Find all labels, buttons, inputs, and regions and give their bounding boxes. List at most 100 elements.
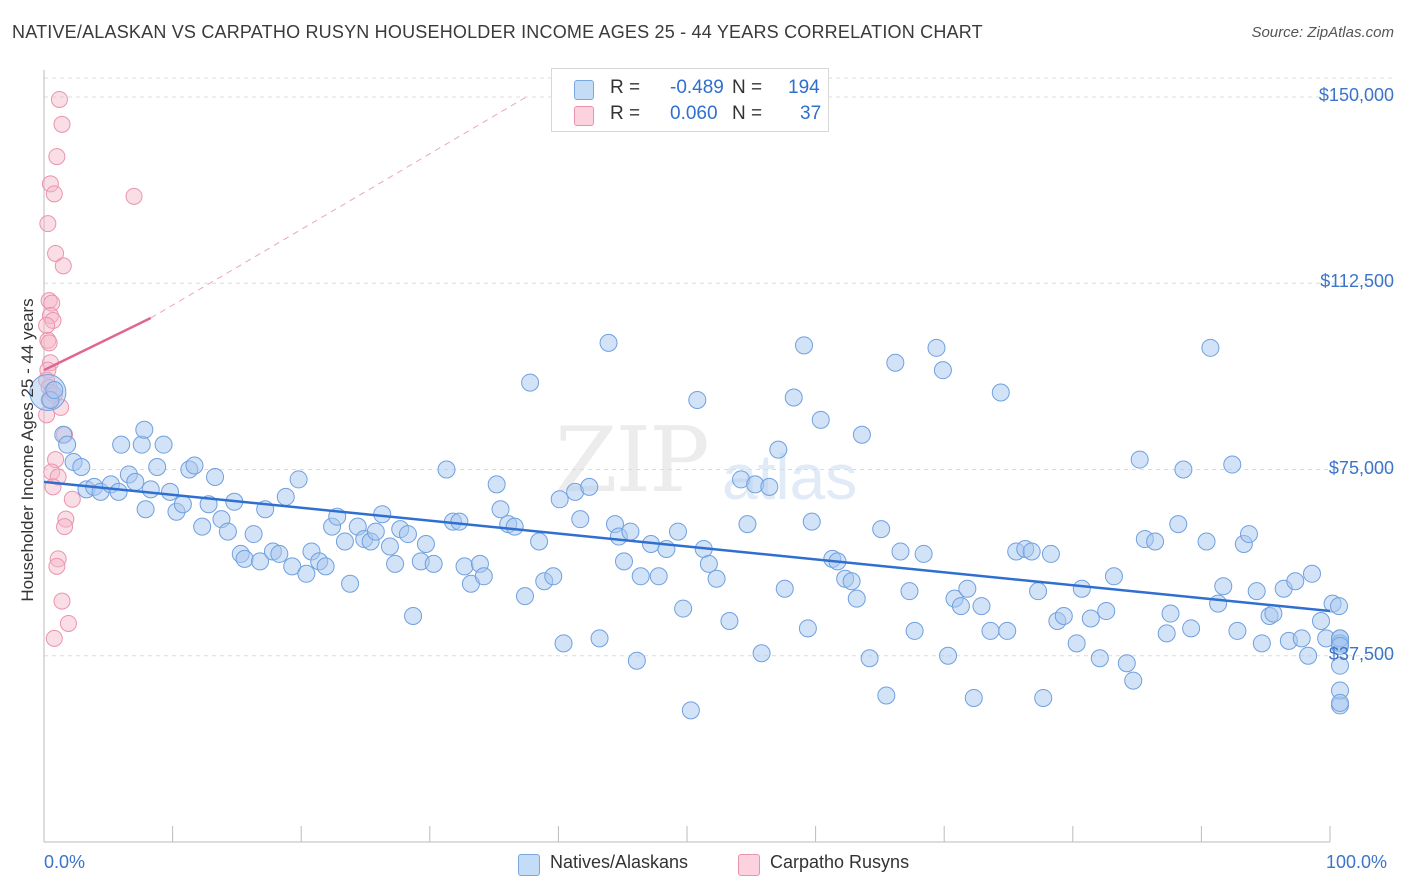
data-point-natives-alaskans bbox=[699, 554, 718, 573]
data-point-natives-alaskans bbox=[738, 515, 757, 534]
data-point-natives-alaskans bbox=[132, 435, 151, 454]
data-point-natives-alaskans bbox=[798, 619, 817, 638]
data-point-natives-alaskans bbox=[1247, 582, 1266, 601]
data-point-natives-alaskans bbox=[1104, 567, 1123, 586]
data-point-carpatho-rusyns bbox=[48, 148, 66, 166]
data-point-carpatho-rusyns bbox=[41, 307, 59, 325]
y-tick-label: $75,000 bbox=[1328, 457, 1394, 478]
y-tick-label: $150,000 bbox=[1318, 85, 1394, 105]
data-point-natives-alaskans bbox=[521, 373, 540, 392]
data-point-natives-alaskans bbox=[1034, 688, 1053, 707]
data-point-natives-alaskans bbox=[1157, 624, 1176, 643]
data-point-natives-alaskans bbox=[136, 500, 155, 519]
data-point-natives-alaskans bbox=[1067, 634, 1086, 653]
data-point-natives-alaskans bbox=[1090, 649, 1109, 668]
data-point-natives-alaskans bbox=[141, 480, 160, 499]
data-point-natives-alaskans bbox=[590, 629, 609, 648]
data-point-natives-alaskans bbox=[1302, 564, 1321, 583]
data-point-carpatho-rusyns bbox=[125, 187, 143, 205]
data-point-natives-alaskans bbox=[193, 517, 212, 536]
data-point-natives-alaskans bbox=[1117, 654, 1136, 673]
data-point-carpatho-rusyns bbox=[48, 557, 66, 575]
data-point-natives-alaskans bbox=[218, 522, 237, 541]
data-point-natives-alaskans bbox=[45, 381, 64, 400]
data-point-natives-alaskans bbox=[760, 477, 779, 496]
data-point-natives-alaskans bbox=[1197, 532, 1216, 551]
data-point-carpatho-rusyns bbox=[43, 294, 61, 312]
source-label: Source: ZipAtlas.com bbox=[1251, 24, 1394, 41]
x-tick-label-min: 0.0% bbox=[44, 852, 86, 872]
data-point-natives-alaskans bbox=[380, 537, 399, 556]
trend-line-natives-alaskans bbox=[43, 480, 1331, 613]
data-point-natives-alaskans bbox=[933, 361, 952, 380]
data-point-natives-alaskans bbox=[161, 482, 180, 501]
series-natives-alaskans bbox=[29, 333, 1349, 720]
data-point-natives-alaskans bbox=[1081, 609, 1100, 628]
data-point-natives-alaskans bbox=[1072, 579, 1091, 598]
stats-n-value: 194 bbox=[788, 77, 820, 98]
data-point-natives-alaskans bbox=[72, 458, 91, 477]
data-point-natives-alaskans bbox=[1228, 621, 1247, 640]
data-point-natives-alaskans bbox=[752, 644, 771, 663]
data-point-natives-alaskans bbox=[877, 686, 896, 705]
data-point-natives-alaskans bbox=[1214, 577, 1233, 596]
data-point-natives-alaskans bbox=[251, 552, 270, 571]
data-point-natives-alaskans bbox=[173, 495, 192, 514]
y-tick-label: $112,500 bbox=[1320, 271, 1394, 292]
data-point-natives-alaskans bbox=[1097, 602, 1116, 621]
data-point-natives-alaskans bbox=[769, 440, 788, 459]
legend-label-rusyns: Carpatho Rusyns bbox=[770, 852, 910, 872]
data-point-natives-alaskans bbox=[544, 567, 563, 586]
data-point-natives-alaskans bbox=[905, 621, 924, 640]
data-point-natives-alaskans bbox=[1331, 693, 1349, 712]
data-point-natives-alaskans bbox=[487, 475, 506, 494]
data-point-natives-alaskans bbox=[1286, 572, 1305, 591]
data-point-natives-alaskans bbox=[795, 336, 814, 355]
data-point-natives-alaskans bbox=[852, 425, 871, 444]
data-point-natives-alaskans bbox=[416, 535, 435, 553]
data-point-natives-alaskans bbox=[1130, 450, 1149, 469]
stats-n-value: 37 bbox=[800, 103, 822, 124]
data-point-natives-alaskans bbox=[455, 557, 474, 576]
data-point-carpatho-rusyns bbox=[45, 185, 63, 203]
data-point-natives-alaskans bbox=[126, 472, 145, 491]
data-point-natives-alaskans bbox=[270, 544, 289, 563]
data-point-natives-alaskans bbox=[1209, 594, 1228, 613]
chart-title: NATIVE/ALASKAN VS CARPATHO RUSYN HOUSEHO… bbox=[12, 22, 983, 42]
data-point-natives-alaskans bbox=[872, 520, 891, 539]
data-point-natives-alaskans bbox=[316, 557, 335, 576]
data-point-natives-alaskans bbox=[668, 522, 687, 541]
data-point-natives-alaskans bbox=[1239, 525, 1258, 544]
data-point-natives-alaskans bbox=[554, 634, 573, 653]
data-point-natives-alaskans bbox=[1264, 604, 1283, 623]
legend-swatch-natives bbox=[518, 854, 540, 876]
data-point-natives-alaskans bbox=[614, 552, 633, 571]
trend-lines bbox=[43, 96, 1331, 613]
data-point-natives-alaskans bbox=[550, 490, 569, 509]
data-point-natives-alaskans bbox=[631, 567, 650, 586]
data-point-carpatho-rusyns bbox=[39, 215, 57, 233]
data-point-natives-alaskans bbox=[842, 572, 861, 591]
stats-n-label: N = bbox=[732, 77, 763, 98]
data-point-natives-alaskans bbox=[998, 621, 1017, 640]
data-point-natives-alaskans bbox=[1331, 636, 1349, 655]
data-point-natives-alaskans bbox=[515, 587, 534, 606]
data-point-natives-alaskans bbox=[972, 597, 991, 616]
data-point-natives-alaskans bbox=[1330, 597, 1349, 616]
data-point-natives-alaskans bbox=[366, 522, 385, 541]
data-point-natives-alaskans bbox=[1201, 338, 1220, 357]
data-point-natives-alaskans bbox=[847, 589, 866, 608]
data-point-natives-alaskans bbox=[335, 532, 354, 551]
data-point-natives-alaskans bbox=[530, 532, 549, 551]
data-point-natives-alaskans bbox=[206, 467, 225, 486]
data-point-carpatho-rusyns bbox=[50, 90, 68, 108]
data-point-natives-alaskans bbox=[289, 470, 308, 489]
data-point-natives-alaskans bbox=[491, 500, 510, 519]
data-point-natives-alaskans bbox=[1223, 455, 1242, 474]
y-tick-label: $37,500 bbox=[1328, 643, 1394, 664]
data-point-natives-alaskans bbox=[1054, 607, 1073, 626]
data-point-carpatho-rusyns bbox=[45, 629, 63, 647]
data-point-natives-alaskans bbox=[1182, 619, 1201, 638]
data-point-natives-alaskans bbox=[1146, 532, 1165, 551]
